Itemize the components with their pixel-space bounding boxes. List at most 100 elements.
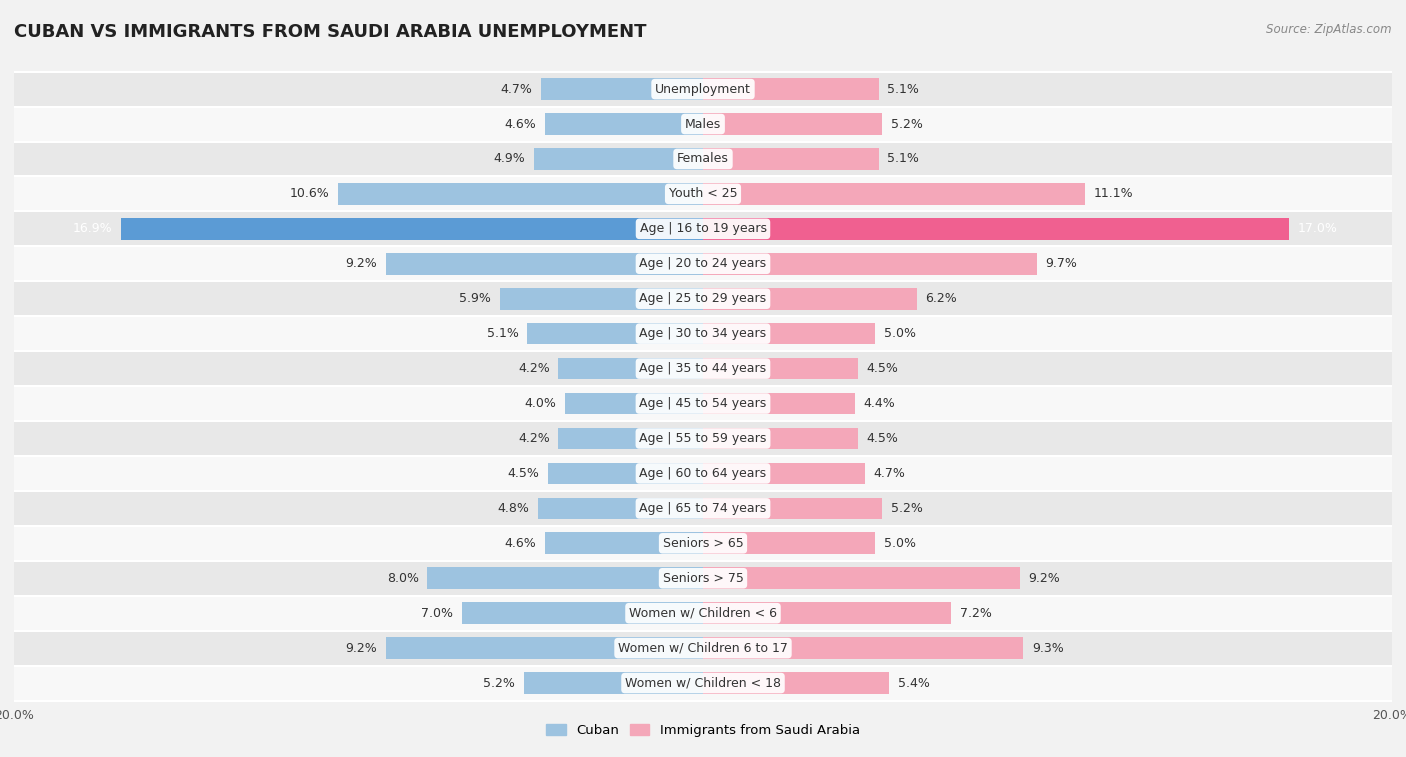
Text: 5.0%: 5.0% bbox=[884, 327, 915, 340]
Bar bbox=[121, 218, 703, 240]
Text: 11.1%: 11.1% bbox=[1094, 188, 1133, 201]
Bar bbox=[14, 282, 1392, 316]
Bar bbox=[427, 568, 703, 589]
Bar bbox=[14, 561, 1392, 596]
Bar bbox=[703, 393, 855, 414]
Bar bbox=[541, 78, 703, 100]
Bar bbox=[558, 358, 703, 379]
Bar bbox=[14, 72, 1392, 107]
Text: 5.1%: 5.1% bbox=[887, 83, 920, 95]
Text: 9.7%: 9.7% bbox=[1046, 257, 1077, 270]
Text: Age | 60 to 64 years: Age | 60 to 64 years bbox=[640, 467, 766, 480]
Text: Age | 25 to 29 years: Age | 25 to 29 years bbox=[640, 292, 766, 305]
Bar bbox=[14, 142, 1392, 176]
Text: 4.8%: 4.8% bbox=[498, 502, 529, 515]
Bar bbox=[703, 148, 879, 170]
Bar bbox=[558, 428, 703, 450]
Text: 4.5%: 4.5% bbox=[508, 467, 540, 480]
Text: Age | 45 to 54 years: Age | 45 to 54 years bbox=[640, 397, 766, 410]
Bar bbox=[524, 672, 703, 694]
Bar bbox=[14, 176, 1392, 211]
Text: 5.2%: 5.2% bbox=[484, 677, 515, 690]
Text: Women w/ Children < 6: Women w/ Children < 6 bbox=[628, 606, 778, 620]
Bar bbox=[14, 526, 1392, 561]
Bar bbox=[14, 665, 1392, 700]
Bar bbox=[14, 456, 1392, 491]
Text: 9.3%: 9.3% bbox=[1032, 642, 1064, 655]
Text: 9.2%: 9.2% bbox=[346, 257, 377, 270]
Bar bbox=[703, 78, 879, 100]
Text: 4.7%: 4.7% bbox=[873, 467, 905, 480]
Text: Unemployment: Unemployment bbox=[655, 83, 751, 95]
Text: Youth < 25: Youth < 25 bbox=[669, 188, 737, 201]
Text: 9.2%: 9.2% bbox=[346, 642, 377, 655]
Text: Age | 65 to 74 years: Age | 65 to 74 years bbox=[640, 502, 766, 515]
Bar bbox=[499, 288, 703, 310]
Text: 5.2%: 5.2% bbox=[891, 117, 922, 130]
Bar bbox=[14, 316, 1392, 351]
Bar bbox=[14, 107, 1392, 142]
Text: 5.1%: 5.1% bbox=[486, 327, 519, 340]
Text: 4.2%: 4.2% bbox=[517, 432, 550, 445]
Bar bbox=[14, 491, 1392, 526]
Text: Age | 20 to 24 years: Age | 20 to 24 years bbox=[640, 257, 766, 270]
Text: 16.9%: 16.9% bbox=[73, 223, 112, 235]
Bar bbox=[14, 351, 1392, 386]
Bar bbox=[703, 183, 1085, 204]
Text: 5.0%: 5.0% bbox=[884, 537, 915, 550]
Bar bbox=[461, 603, 703, 624]
Bar bbox=[14, 631, 1392, 665]
Text: 10.6%: 10.6% bbox=[290, 188, 329, 201]
Bar bbox=[14, 421, 1392, 456]
Text: 8.0%: 8.0% bbox=[387, 572, 419, 584]
Bar bbox=[703, 218, 1289, 240]
Bar bbox=[703, 463, 865, 484]
Bar bbox=[703, 532, 875, 554]
Text: 7.2%: 7.2% bbox=[960, 606, 991, 620]
Bar bbox=[14, 211, 1392, 246]
Text: 7.0%: 7.0% bbox=[422, 606, 453, 620]
Text: Females: Females bbox=[678, 152, 728, 166]
Bar bbox=[14, 386, 1392, 421]
Bar bbox=[703, 637, 1024, 659]
Text: 4.7%: 4.7% bbox=[501, 83, 533, 95]
Bar bbox=[537, 497, 703, 519]
Text: CUBAN VS IMMIGRANTS FROM SAUDI ARABIA UNEMPLOYMENT: CUBAN VS IMMIGRANTS FROM SAUDI ARABIA UN… bbox=[14, 23, 647, 41]
Bar bbox=[703, 253, 1038, 275]
Bar bbox=[703, 603, 950, 624]
Text: Source: ZipAtlas.com: Source: ZipAtlas.com bbox=[1267, 23, 1392, 36]
Text: 4.5%: 4.5% bbox=[866, 362, 898, 375]
Text: 4.0%: 4.0% bbox=[524, 397, 557, 410]
Bar bbox=[527, 322, 703, 344]
Bar bbox=[14, 246, 1392, 282]
Text: Males: Males bbox=[685, 117, 721, 130]
Bar bbox=[703, 322, 875, 344]
Text: 4.9%: 4.9% bbox=[494, 152, 526, 166]
Bar bbox=[703, 672, 889, 694]
Text: 5.9%: 5.9% bbox=[460, 292, 491, 305]
Text: Seniors > 65: Seniors > 65 bbox=[662, 537, 744, 550]
Bar bbox=[703, 428, 858, 450]
Text: 9.2%: 9.2% bbox=[1029, 572, 1060, 584]
Text: 4.5%: 4.5% bbox=[866, 432, 898, 445]
Bar bbox=[703, 114, 882, 135]
Text: Age | 55 to 59 years: Age | 55 to 59 years bbox=[640, 432, 766, 445]
Bar bbox=[703, 288, 917, 310]
Text: Age | 35 to 44 years: Age | 35 to 44 years bbox=[640, 362, 766, 375]
Text: 4.4%: 4.4% bbox=[863, 397, 896, 410]
Text: Age | 16 to 19 years: Age | 16 to 19 years bbox=[640, 223, 766, 235]
Text: 4.2%: 4.2% bbox=[517, 362, 550, 375]
Text: 5.4%: 5.4% bbox=[897, 677, 929, 690]
Bar bbox=[565, 393, 703, 414]
Text: Age | 30 to 34 years: Age | 30 to 34 years bbox=[640, 327, 766, 340]
Text: Women w/ Children 6 to 17: Women w/ Children 6 to 17 bbox=[619, 642, 787, 655]
Text: Women w/ Children < 18: Women w/ Children < 18 bbox=[626, 677, 780, 690]
Text: 4.6%: 4.6% bbox=[505, 117, 536, 130]
Bar bbox=[548, 463, 703, 484]
Bar bbox=[703, 568, 1019, 589]
Text: Seniors > 75: Seniors > 75 bbox=[662, 572, 744, 584]
Bar bbox=[337, 183, 703, 204]
Bar bbox=[703, 497, 882, 519]
Bar bbox=[544, 532, 703, 554]
Text: 5.2%: 5.2% bbox=[891, 502, 922, 515]
